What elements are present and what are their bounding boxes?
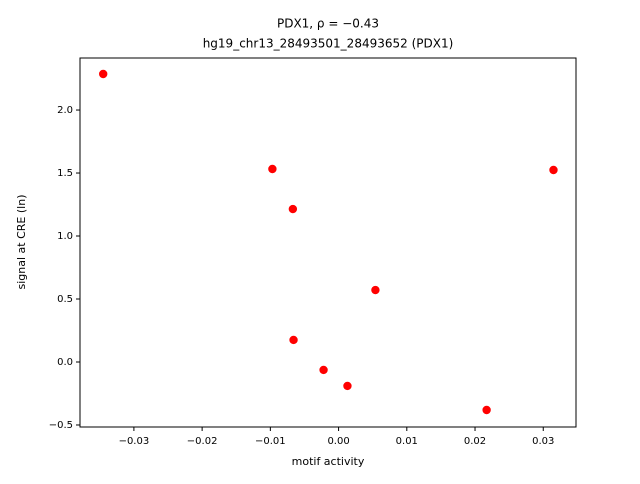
y-tick-label: 1.5 xyxy=(57,168,73,179)
plot-frame xyxy=(79,57,577,428)
point xyxy=(343,381,352,391)
x-tick-label: 0.02 xyxy=(464,436,486,447)
y-tick-label: 1.0 xyxy=(57,231,73,242)
y-tick-label: −0.5 xyxy=(49,420,73,431)
x-tick-label: −0.01 xyxy=(255,436,286,447)
point xyxy=(289,335,298,345)
point xyxy=(549,165,558,175)
point xyxy=(288,204,298,214)
x-tick-label: 0.00 xyxy=(327,436,349,447)
x-tick-label: −0.03 xyxy=(119,436,150,447)
point xyxy=(268,164,277,174)
y-tick-label: 0.5 xyxy=(57,294,73,305)
chart-title: PDX1, ρ = −0.43 xyxy=(277,17,379,31)
y-tick-label: 2.0 xyxy=(57,105,73,116)
x-tick-label: 0.03 xyxy=(532,436,554,447)
y-axis-label: signal at CRE (ln) xyxy=(15,195,28,290)
x-tick-label: −0.02 xyxy=(187,436,218,447)
chart-subtitle: hg19_chr13_28493501_28493652 (PDX1) xyxy=(203,37,454,51)
point xyxy=(319,365,328,375)
point xyxy=(371,285,380,295)
point xyxy=(482,405,491,415)
x-tick-label: 0.01 xyxy=(396,436,418,447)
point xyxy=(98,69,108,79)
y-tick-label: 0.0 xyxy=(57,357,73,368)
x-axis-label: motif activity xyxy=(292,455,365,468)
